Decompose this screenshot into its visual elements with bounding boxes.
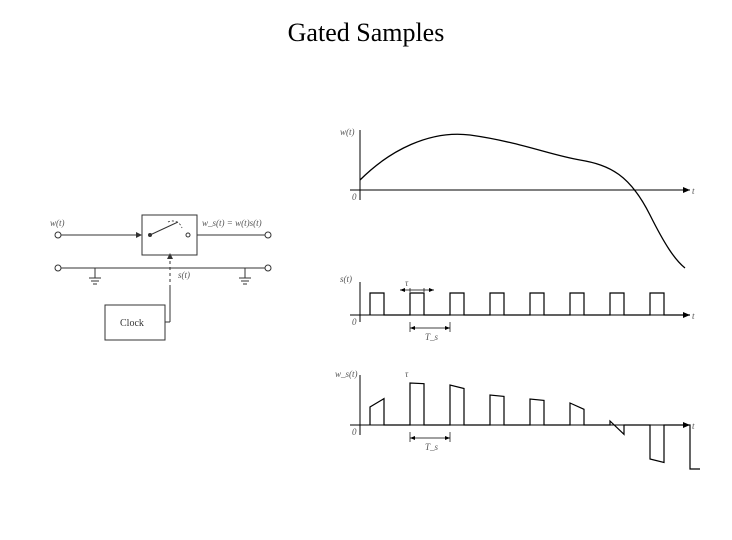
waveform-st: s(t) t 0 τ T_s	[320, 270, 700, 365]
switch-signal-label: s(t)	[178, 270, 190, 280]
arrow-in-icon	[136, 232, 142, 238]
output-gnd-terminal-icon	[265, 265, 271, 271]
control-arrow-icon	[167, 253, 173, 259]
wt-origin-label: 0	[352, 192, 357, 202]
ground-right-icon	[239, 268, 251, 284]
input-label: w(t)	[50, 218, 65, 228]
st-label: s(t)	[340, 274, 352, 284]
st-ts-label: T_s	[425, 332, 439, 342]
output-label: w_s(t) = w(t)s(t)	[202, 218, 262, 228]
wt-label: w(t)	[340, 127, 355, 137]
page-title: Gated Samples	[0, 18, 732, 48]
output-terminal-icon	[265, 232, 271, 238]
input-terminal-icon	[55, 232, 61, 238]
waveforms-panel: w(t) t 0 s(t) t 0 τ T_s w_s(t)	[320, 120, 700, 520]
switch-arc-icon	[168, 221, 182, 228]
input-gnd-terminal-icon	[55, 265, 61, 271]
wst-pulses	[370, 383, 700, 469]
waveform-wst: w_s(t) t 0 τ T_s	[320, 365, 700, 505]
wt-time-label: t	[692, 186, 695, 196]
wst-time-label: t	[692, 421, 695, 431]
wst-tau-label: τ	[405, 369, 409, 379]
wt-x-arrow-icon	[683, 187, 690, 193]
waveform-wt: w(t) t 0	[320, 120, 700, 270]
st-pulses	[370, 293, 690, 315]
st-time-label: t	[692, 311, 695, 321]
switch-arm	[150, 222, 178, 235]
st-tau-label: τ	[405, 278, 409, 288]
wst-ts-label: T_s	[425, 442, 439, 452]
wt-curve	[360, 134, 685, 268]
switch-contact-icon	[186, 233, 190, 237]
clock-label: Clock	[120, 318, 144, 329]
ground-left-icon	[89, 268, 101, 284]
st-origin-label: 0	[352, 317, 357, 327]
wst-origin-label: 0	[352, 427, 357, 437]
circuit-diagram: w(t) s(t) w_s(t) = w(t)s(t)	[50, 200, 290, 380]
wst-label: w_s(t)	[335, 369, 358, 379]
circuit-svg: w(t) s(t) w_s(t) = w(t)s(t)	[50, 200, 290, 380]
